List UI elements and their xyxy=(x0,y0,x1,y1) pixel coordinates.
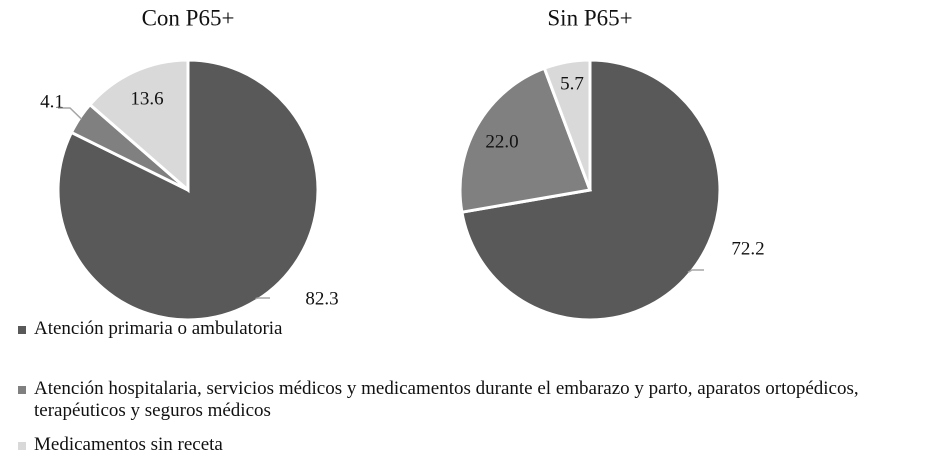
pie-slice xyxy=(542,58,592,191)
data-label: 5.7 xyxy=(560,73,584,94)
legend-swatch xyxy=(18,326,26,334)
data-label: 4.1 xyxy=(40,91,64,112)
leader-line xyxy=(58,107,82,120)
legend-item: Medicamentos sin receta xyxy=(18,434,223,456)
legend-swatch xyxy=(18,442,26,450)
pie-slice xyxy=(87,58,190,194)
leader-line xyxy=(687,269,704,274)
legend-label: Atención hospitalaria, servicios médicos… xyxy=(34,378,859,421)
legend-swatch xyxy=(18,386,26,394)
legend-label: Medicamentos sin receta xyxy=(34,434,223,455)
chart-title: Sin P65+ xyxy=(547,5,632,30)
leader-line xyxy=(255,297,270,300)
legend-item: Atención hospitalaria, servicios médicos… xyxy=(18,378,938,422)
data-label: 13.6 xyxy=(130,88,163,109)
data-label: 22.0 xyxy=(485,131,518,152)
data-label: 82.3 xyxy=(305,288,338,309)
legend-item: Atención primaria o ambulatoria xyxy=(18,318,283,340)
chart-title: Con P65+ xyxy=(142,5,235,30)
legend-label: Atención primaria o ambulatoria xyxy=(34,318,283,339)
data-label: 72.2 xyxy=(731,238,764,259)
